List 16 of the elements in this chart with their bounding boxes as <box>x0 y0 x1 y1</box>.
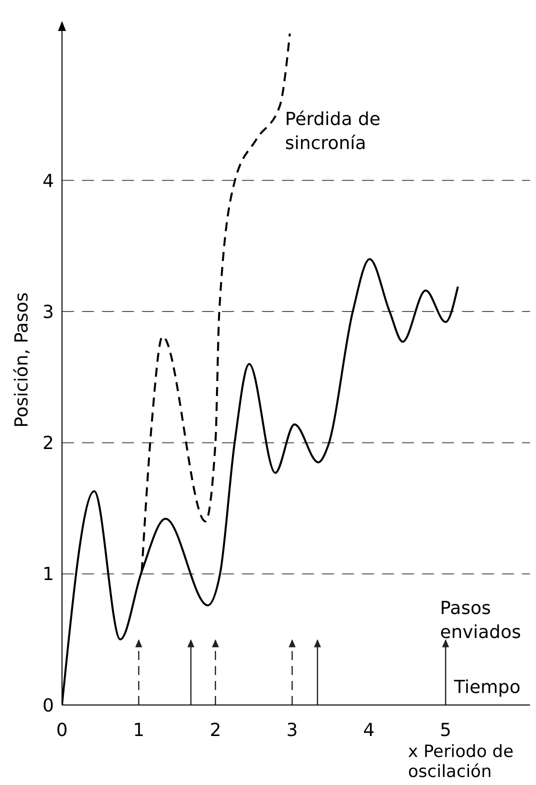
x-tick-label: 2 <box>210 720 222 741</box>
y-tick-label: 0 <box>42 695 54 716</box>
x-tick-label: 1 <box>132 720 144 741</box>
y-tick-label: 3 <box>42 302 54 323</box>
x-tick-label: 4 <box>363 720 375 741</box>
y-axis-title: Posición, Pasos <box>12 292 32 428</box>
x-tick-label: 0 <box>56 720 68 741</box>
annotation: Tiempo <box>454 676 522 700</box>
x-tick-label: 5 <box>440 720 452 741</box>
x-axis-title: x Periodo de oscilación <box>408 742 515 782</box>
y-tick-label: 4 <box>42 170 54 192</box>
x-tick-label: 3 <box>286 720 298 741</box>
y-tick-label: 1 <box>42 564 54 586</box>
annotation: Pasos enviados <box>440 597 522 645</box>
y-tick-label: 2 <box>42 433 54 454</box>
annotation: Pérdida de sincronía <box>285 108 382 156</box>
